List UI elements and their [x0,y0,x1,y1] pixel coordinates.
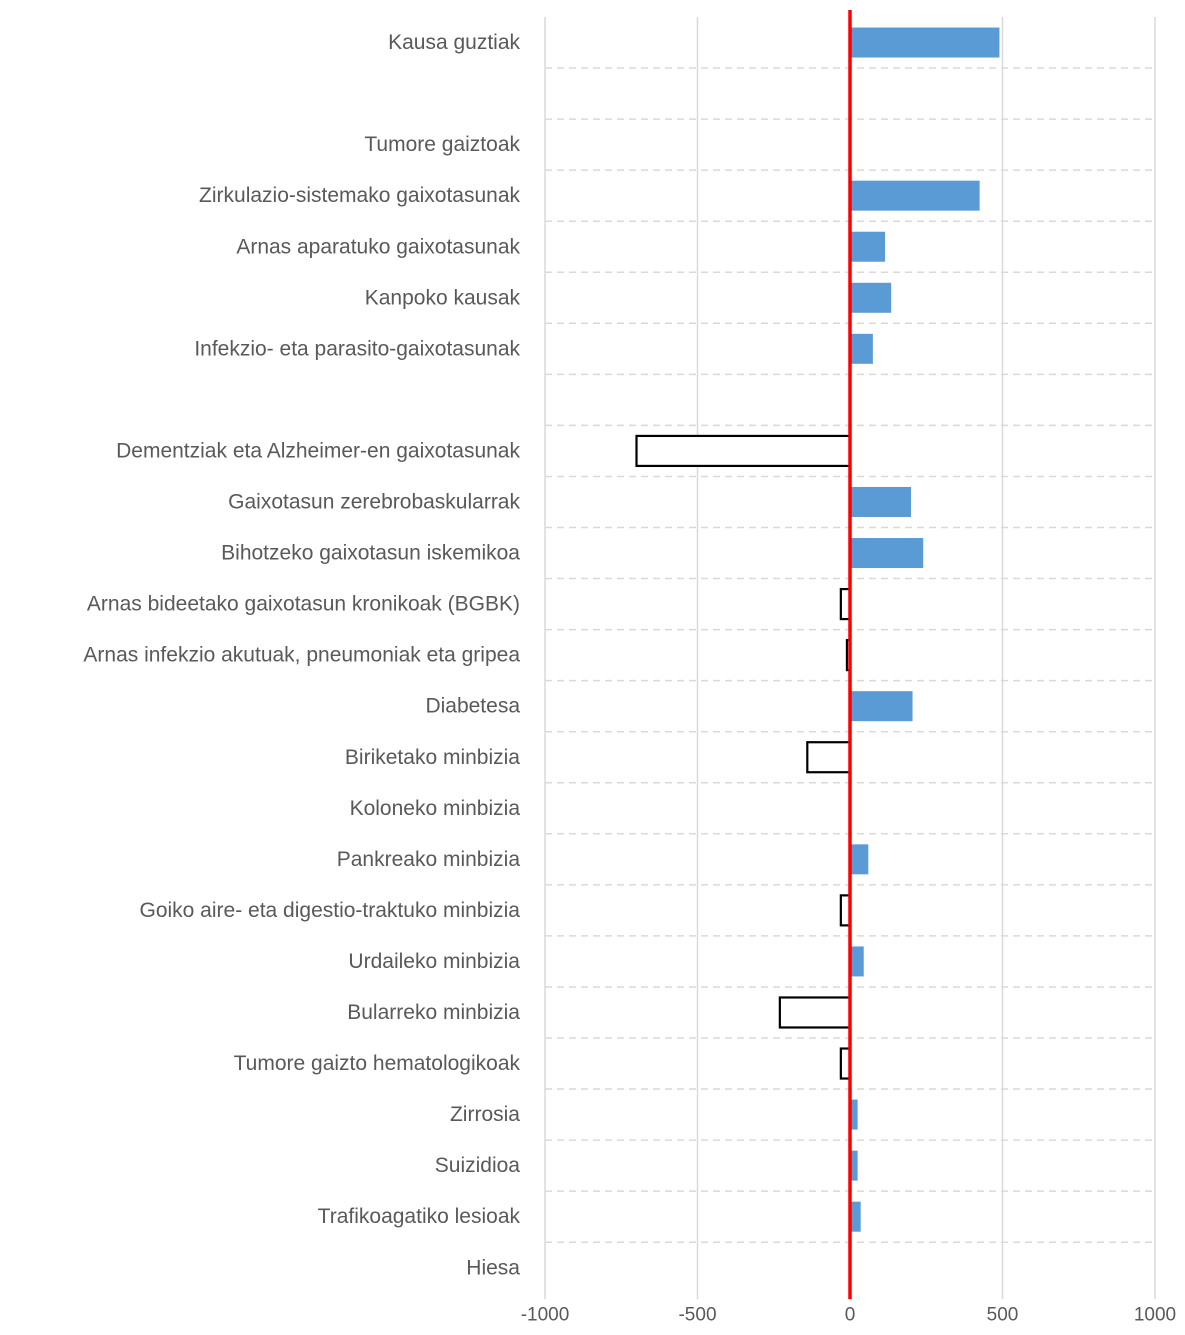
bar [778,996,852,1029]
category-label: Koloneko minbizia [350,797,521,820]
bar [850,1201,861,1232]
category-label: Bularreko minbizia [347,1001,520,1024]
bar [806,741,852,774]
category-label: Tumore gaiztoak [364,133,520,156]
x-axis-tick-labels: -1000 -500 0 500 1000 [521,1304,1176,1325]
category-label: Arnas bideetako gaixotasun kronikoak (BG… [87,593,520,616]
category-label: Suizidioa [435,1154,521,1177]
category-label: Biriketako minbizia [345,746,520,769]
bar [850,1150,858,1181]
category-label: Arnas aparatuko gaixotasunak [236,235,520,258]
category-label: Infekzio- eta parasito-gaixotasunak [194,337,520,360]
category-label: Trafikoagatiko lesioak [318,1205,521,1228]
x-tick-label: 1000 [1134,1304,1176,1325]
x-tick-label: 500 [987,1304,1019,1325]
bar [850,180,980,211]
bar [850,538,924,569]
category-label: Arnas infekzio akutuak, pneumoniak eta g… [83,644,520,667]
bar [850,282,892,313]
category-label: Tumore gaizto hematologikoak [234,1052,521,1075]
category-labels: Kausa guztiak Tumore gaiztoak Zirkulazio-s… [83,31,520,1279]
bar [635,434,852,468]
category-label: Kausa guztiak [388,31,520,54]
bar [850,691,913,722]
category-label: Zirrosia [450,1103,520,1126]
category-label: Gaixotasun zerebrobaskularrak [228,491,520,514]
category-label: Urdaileko minbizia [348,950,520,973]
category-label: Goiko aire- eta digestio-traktuko minbiz… [139,899,520,922]
bar [850,1099,858,1130]
x-tick-label: 0 [845,1304,856,1325]
bars-layer [635,27,1000,1232]
category-label: Zirkulazio-sistemako gaixotasunak [199,184,520,207]
bar [850,231,886,262]
category-label: Pankreako minbizia [337,848,521,871]
x-tick-label: -500 [678,1304,716,1325]
category-label: Hiesa [466,1256,520,1279]
category-label: Dementziak eta Alzheimer-en gaixotasunak [116,439,520,462]
bar [850,844,869,875]
bar [850,486,911,517]
category-label: Diabetesa [425,695,520,718]
category-label: Bihotzeko gaixotasun iskemikoa [221,542,520,565]
bar [850,27,1000,58]
bar [850,946,864,977]
x-tick-label: -1000 [521,1304,570,1325]
bar [850,333,873,364]
category-label: Kanpoko kausak [365,286,521,309]
